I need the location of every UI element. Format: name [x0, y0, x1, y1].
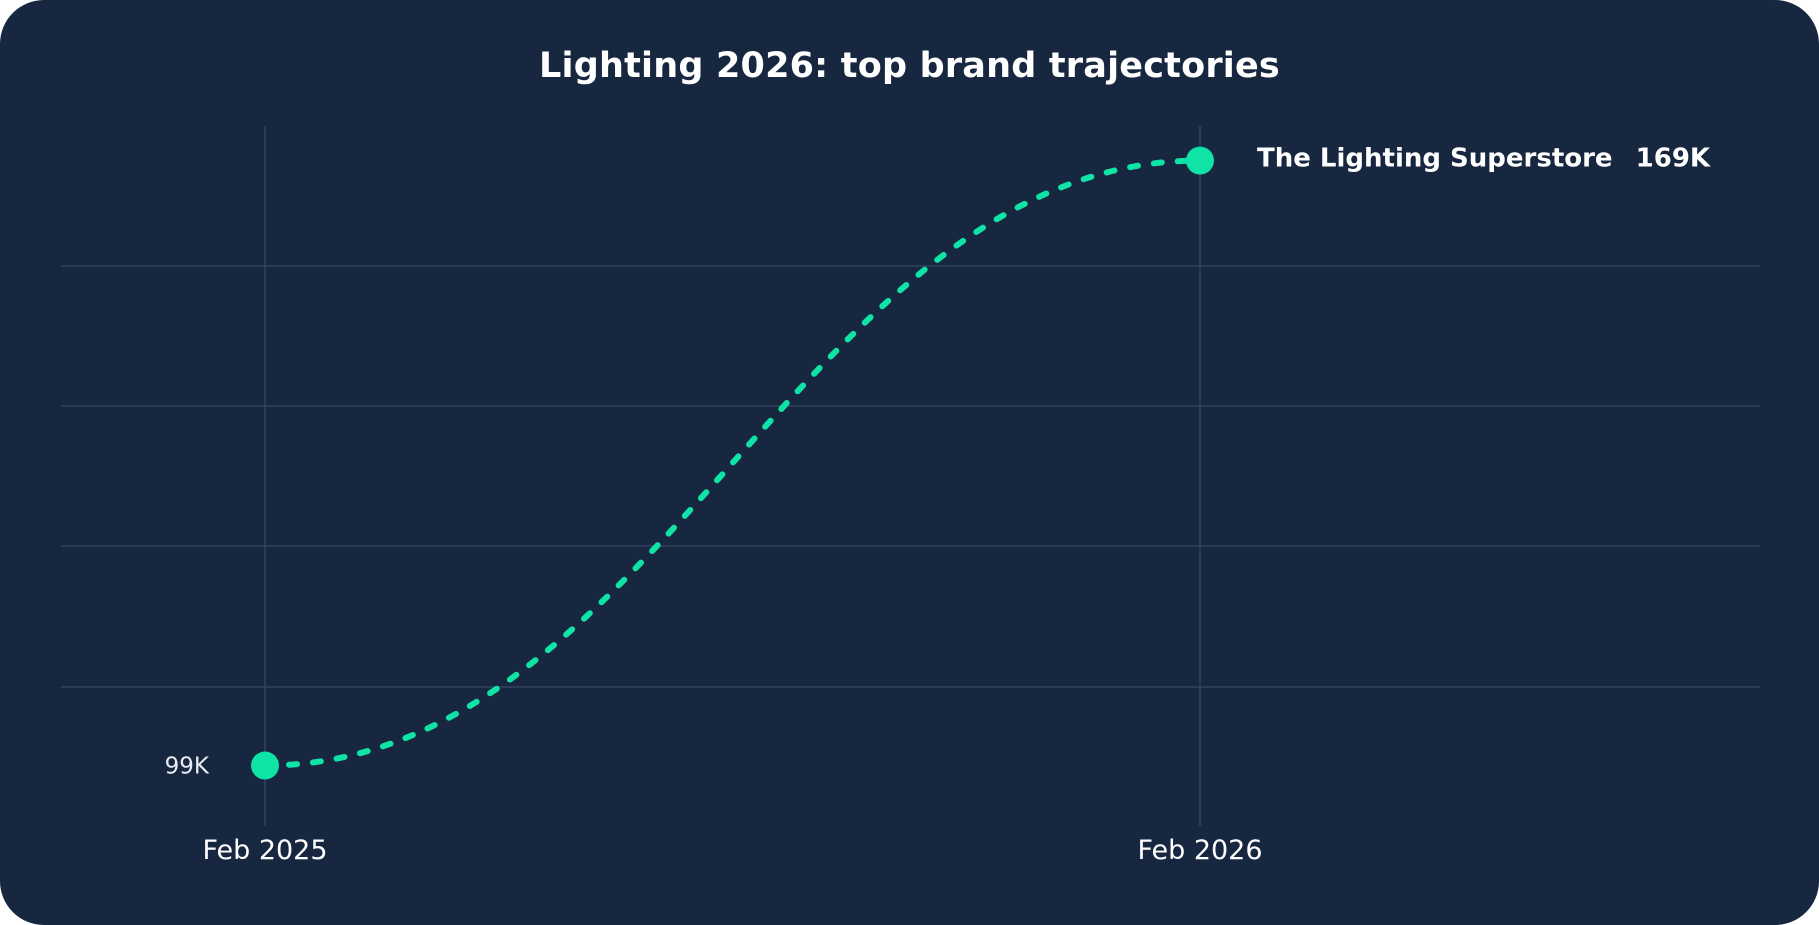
start-value-label: 99K	[165, 754, 210, 780]
x-tick-label: Feb 2026	[1137, 835, 1262, 866]
horizontal-gridlines	[61, 265, 1760, 688]
end-value-label: 169K	[1636, 144, 1711, 174]
chart-title: Lighting 2026: top brand trajectories	[539, 46, 1280, 86]
series-name-label: The Lighting Superstore	[1257, 144, 1613, 174]
end-series-label: The Lighting Superstore 169K	[1257, 144, 1711, 174]
series-line-the-lighting-superstore	[262, 157, 1203, 769]
data-point-start	[251, 751, 279, 780]
data-point-end	[1186, 146, 1214, 175]
x-tick-label: Feb 2025	[202, 835, 327, 866]
vertical-gridlines	[264, 126, 1201, 826]
